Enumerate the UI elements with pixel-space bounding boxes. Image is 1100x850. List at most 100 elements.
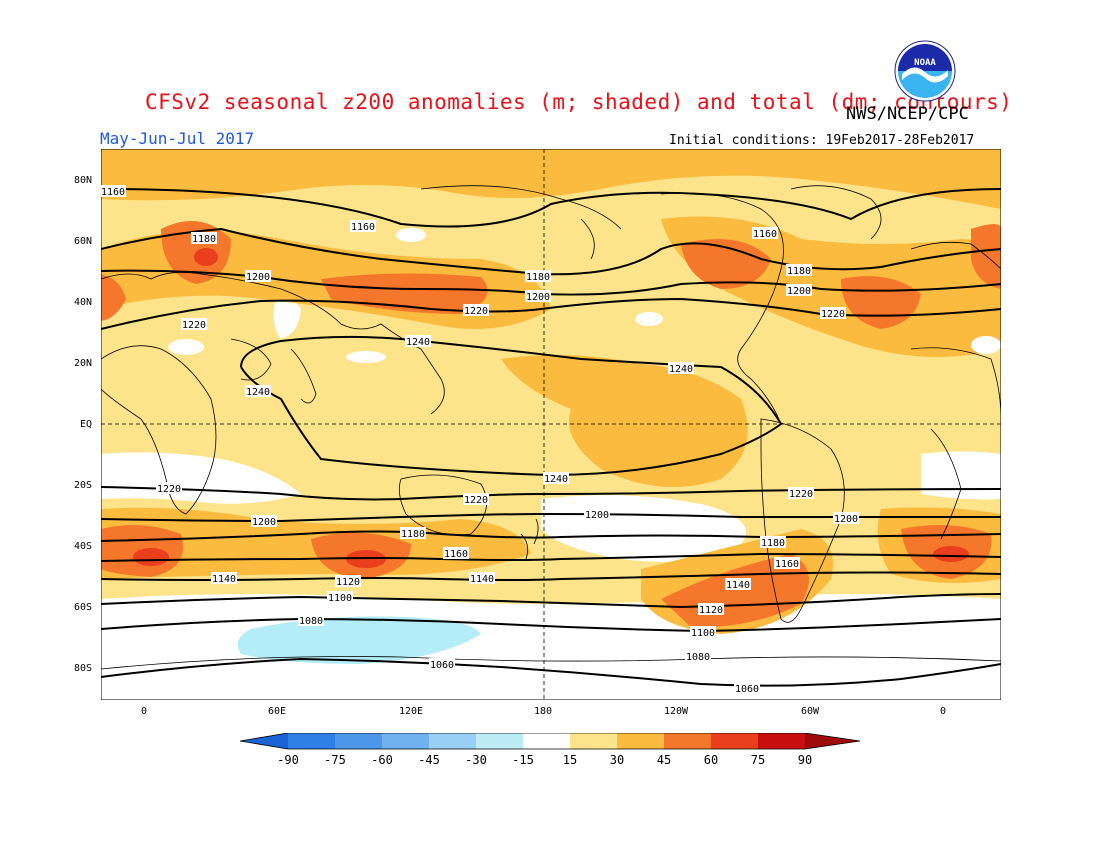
svg-text:1220: 1220 bbox=[464, 306, 488, 317]
colorbar-cell bbox=[664, 733, 711, 749]
contour-label: 1140 bbox=[469, 572, 495, 585]
colorbar-label: 75 bbox=[751, 753, 765, 767]
lon-label: 180 bbox=[534, 706, 553, 717]
colorbar-label: 45 bbox=[657, 753, 671, 767]
contour-label: 1140 bbox=[725, 578, 751, 591]
colorbar-cell bbox=[570, 733, 617, 749]
contour-label: 1120 bbox=[335, 575, 361, 588]
colorbar-cell bbox=[240, 733, 288, 749]
svg-text:1220: 1220 bbox=[464, 495, 488, 506]
anomaly-low-region bbox=[346, 351, 386, 363]
contour-label: 1220 bbox=[820, 307, 846, 320]
svg-text:1240: 1240 bbox=[669, 364, 693, 375]
contour-label: 1240 bbox=[245, 385, 271, 398]
colorbar-label: -30 bbox=[465, 753, 487, 767]
anomaly-low-region bbox=[101, 594, 1001, 700]
colorbar: -90 -75 -60 -45 -30 -15 15 30 45 60 75 9… bbox=[240, 733, 860, 767]
period-label: May-Jun-Jul 2017 bbox=[100, 129, 255, 148]
svg-text:1200: 1200 bbox=[526, 292, 550, 303]
svg-text:1180: 1180 bbox=[401, 529, 425, 540]
svg-text:1180: 1180 bbox=[761, 538, 785, 549]
lat-label: 80S bbox=[74, 663, 93, 674]
agency-label: NWS/NCEP/CPC bbox=[846, 104, 969, 124]
svg-text:1160: 1160 bbox=[101, 187, 125, 198]
svg-text:1140: 1140 bbox=[726, 580, 750, 591]
colorbar-label: 60 bbox=[704, 753, 718, 767]
colorbar-cell bbox=[382, 733, 429, 749]
svg-text:1240: 1240 bbox=[406, 337, 430, 348]
svg-text:1200: 1200 bbox=[834, 514, 858, 525]
lon-label: 60E bbox=[268, 706, 287, 717]
lat-label: 20N bbox=[74, 358, 93, 369]
colorbar-cell bbox=[288, 733, 335, 749]
contour-label: 1220 bbox=[181, 318, 207, 331]
height-contours bbox=[101, 188, 1001, 687]
contour-label: 1200 bbox=[833, 512, 859, 525]
lat-label: 40S bbox=[74, 541, 93, 552]
contour-label: 1160 bbox=[752, 227, 778, 240]
anomaly-low-region bbox=[396, 228, 426, 242]
colorbar-cell bbox=[476, 733, 523, 749]
lon-label: 0 bbox=[940, 706, 947, 717]
anomaly-60-75-region bbox=[194, 248, 218, 266]
anomaly-low-region bbox=[635, 312, 663, 326]
svg-text:1240: 1240 bbox=[246, 387, 270, 398]
initial-conditions-label: Initial conditions: 19Feb2017-28Feb2017 bbox=[669, 133, 975, 148]
contour-label: 1220 bbox=[463, 493, 489, 506]
contour-label: 1200 bbox=[525, 290, 551, 303]
svg-text:1120: 1120 bbox=[336, 577, 360, 588]
svg-text:1100: 1100 bbox=[691, 628, 715, 639]
colorbar-label: -90 bbox=[277, 753, 299, 767]
colorbar-label: -75 bbox=[324, 753, 346, 767]
svg-text:1160: 1160 bbox=[775, 559, 799, 570]
lat-label: EQ bbox=[80, 419, 93, 430]
colorbar-cell bbox=[617, 733, 664, 749]
svg-text:1160: 1160 bbox=[351, 222, 375, 233]
lon-label: 120E bbox=[399, 706, 424, 717]
anomaly-60-75-region bbox=[933, 546, 969, 562]
anomaly-low-region bbox=[101, 452, 301, 504]
svg-text:1160: 1160 bbox=[444, 549, 468, 560]
svg-text:1180: 1180 bbox=[192, 234, 216, 245]
contour-label-layer: 1160 1160 1160 1180 1180 1180 1200 1200 … bbox=[100, 185, 859, 695]
svg-text:1200: 1200 bbox=[246, 272, 270, 283]
contour-label: 1160 bbox=[350, 220, 376, 233]
lat-label: 60N bbox=[74, 236, 93, 247]
svg-text:1120: 1120 bbox=[699, 605, 723, 616]
contour-label: 1180 bbox=[760, 536, 786, 549]
svg-text:1100: 1100 bbox=[328, 593, 352, 604]
svg-text:1160: 1160 bbox=[753, 229, 777, 240]
lat-label: 60S bbox=[74, 602, 93, 613]
anomaly-30-45-region bbox=[501, 355, 748, 487]
contour-label: 1200 bbox=[251, 515, 277, 528]
map-panel: 1160 1160 1160 1180 1180 1180 1200 1200 … bbox=[100, 148, 1002, 701]
contour-label: 1120 bbox=[698, 603, 724, 616]
svg-text:1200: 1200 bbox=[787, 286, 811, 297]
contour-label: 1060 bbox=[429, 658, 455, 671]
contour-label: 1100 bbox=[690, 626, 716, 639]
colorbar-label: -60 bbox=[371, 753, 393, 767]
lon-label: 0 bbox=[141, 706, 148, 717]
anomaly-60-75-region bbox=[133, 548, 169, 566]
contour-label: 1200 bbox=[245, 270, 271, 283]
contour-label: 1220 bbox=[156, 482, 182, 495]
contour-label: 1160 bbox=[774, 557, 800, 570]
colorbar-cell bbox=[429, 733, 476, 749]
lon-label: 120W bbox=[664, 706, 689, 717]
svg-text:1220: 1220 bbox=[789, 489, 813, 500]
chart-title: CFSv2 seasonal z200 anomalies (m; shaded… bbox=[145, 90, 1013, 114]
anomaly-map: 1160 1160 1160 1180 1180 1180 1200 1200 … bbox=[100, 148, 1002, 701]
anomaly-30-45-region bbox=[101, 149, 1001, 209]
colorbar-cell bbox=[758, 733, 805, 749]
svg-text:1220: 1220 bbox=[157, 484, 181, 495]
svg-text:1060: 1060 bbox=[430, 660, 454, 671]
svg-text:1140: 1140 bbox=[470, 574, 494, 585]
contour-label: 1240 bbox=[405, 335, 431, 348]
colorbar-label: 90 bbox=[798, 753, 812, 767]
contour-label: 1240 bbox=[543, 472, 569, 485]
contour-label: 1140 bbox=[211, 572, 237, 585]
svg-text:1180: 1180 bbox=[526, 272, 550, 283]
anomaly-low-region bbox=[921, 451, 1001, 500]
contour-label: 1160 bbox=[443, 547, 469, 560]
svg-text:1200: 1200 bbox=[585, 510, 609, 521]
